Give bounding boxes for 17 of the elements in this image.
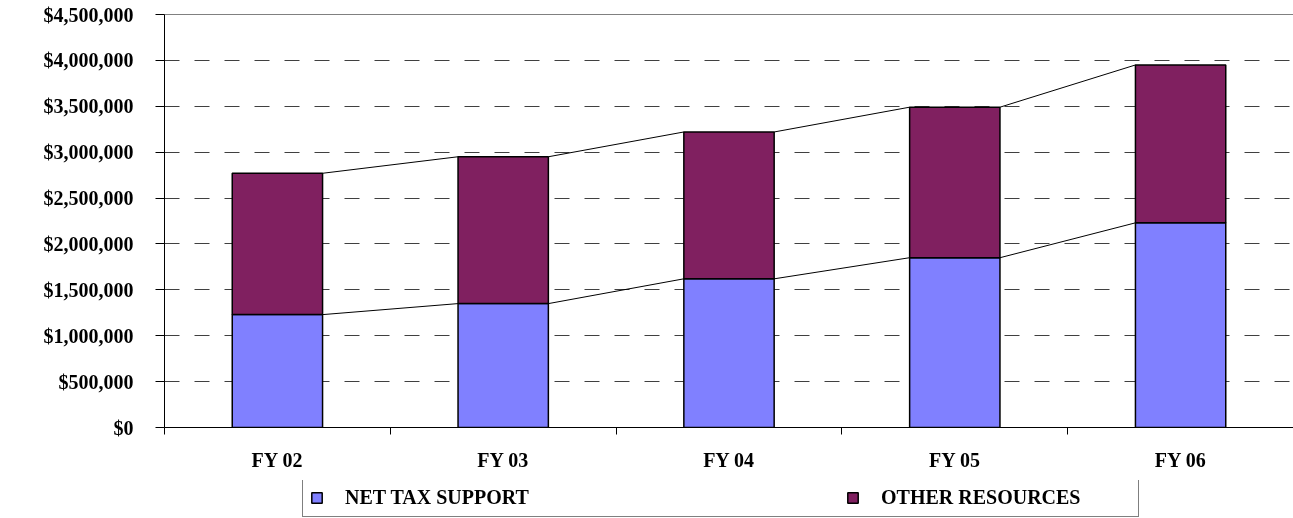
y-tick-label: $1,000,000 xyxy=(43,324,134,347)
x-tick-label: FY 04 xyxy=(703,448,755,471)
y-tick-label: $3,000,000 xyxy=(43,141,134,164)
y-tick-label: $0 xyxy=(113,416,134,439)
legend-label: OTHER RESOURCES xyxy=(881,486,1082,509)
y-tick-label: $500,000 xyxy=(58,370,134,393)
x-tick-label: FY 05 xyxy=(928,448,980,471)
y-tick-label: $4,000,000 xyxy=(43,49,134,72)
y-tick-label: $1,500,000 xyxy=(43,278,134,301)
y-tick-label: $4,500,000 xyxy=(43,3,134,26)
y-tick-label: $2,000,000 xyxy=(43,232,134,255)
x-tick-label: FY 06 xyxy=(1154,448,1206,471)
y-tick-label: $3,500,000 xyxy=(43,95,134,118)
x-tick-label: FY 02 xyxy=(251,448,303,471)
y-tick-label: $2,500,000 xyxy=(43,187,134,210)
x-tick-label: FY 03 xyxy=(477,448,529,471)
legend-label: NET TAX SUPPORT xyxy=(345,486,530,509)
